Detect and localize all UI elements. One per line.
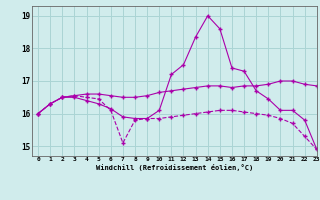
X-axis label: Windchill (Refroidissement éolien,°C): Windchill (Refroidissement éolien,°C) (96, 164, 253, 171)
